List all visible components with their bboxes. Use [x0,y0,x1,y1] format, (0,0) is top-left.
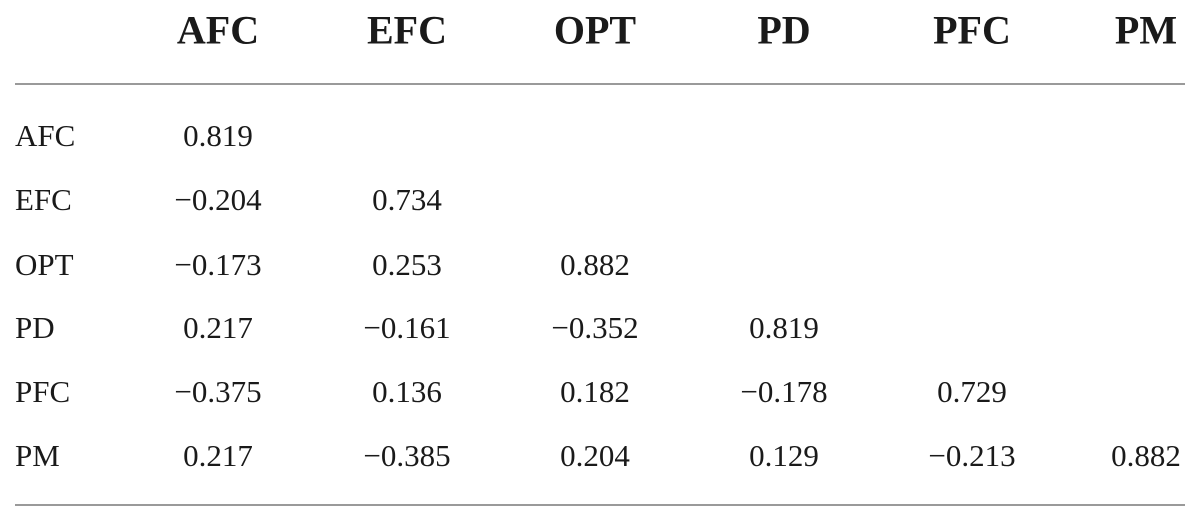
table-cell: −0.161 [363,310,451,345]
table-cell: −0.213 [928,438,1016,473]
header-rule [15,83,1185,85]
row-label: AFC [15,118,76,153]
table-cell: 0.882 [1111,438,1181,473]
table-cell: 0.204 [560,438,630,473]
table-cell: 0.819 [749,310,819,345]
row-label: PFC [15,374,71,409]
table-cell: −0.352 [551,310,639,345]
table-cell: 0.217 [183,310,253,345]
table-cell: −0.178 [740,374,828,409]
table-cell: 0.729 [937,374,1007,409]
table-cell: 0.882 [560,247,630,282]
column-header: PFC [933,7,1011,53]
table-cell: 0.136 [372,374,442,409]
row-label: PD [15,310,55,345]
row-label: PM [15,438,60,473]
column-header: EFC [367,7,447,53]
table-cell: 0.734 [372,182,442,217]
table-cell: −0.173 [174,247,262,282]
table-cell: 0.182 [560,374,630,409]
row-label: EFC [15,182,72,217]
table-cell: 0.819 [183,118,253,153]
row-label: OPT [15,247,74,282]
table-cell: −0.385 [363,438,451,473]
column-header: OPT [553,7,637,53]
table-cell: −0.204 [174,182,262,217]
table-cell: −0.375 [174,374,262,409]
column-header: AFC [176,7,260,53]
table-cell: 0.217 [183,438,253,473]
table-cell: 0.129 [749,438,819,473]
column-header: PD [757,7,811,53]
bottom-rule [15,504,1185,506]
table-cell: 0.253 [372,247,442,282]
column-header: PM [1114,7,1178,53]
